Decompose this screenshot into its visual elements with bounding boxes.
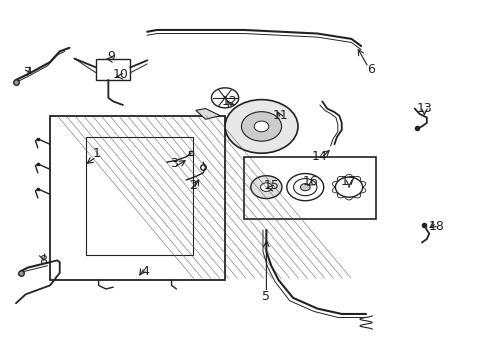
Bar: [50, 116, 224, 280]
Circle shape: [241, 112, 281, 141]
Text: 17: 17: [341, 175, 356, 188]
Text: 9: 9: [107, 50, 115, 63]
Text: 2: 2: [189, 179, 197, 192]
Text: 15: 15: [263, 179, 279, 192]
Text: 1: 1: [92, 147, 100, 160]
Text: 13: 13: [416, 102, 431, 115]
Text: 4: 4: [141, 265, 148, 278]
Text: 8: 8: [39, 254, 47, 267]
Text: 14: 14: [311, 150, 327, 163]
Circle shape: [300, 184, 309, 191]
Circle shape: [224, 100, 297, 153]
Text: 16: 16: [302, 175, 317, 188]
Text: 12: 12: [222, 95, 237, 108]
Polygon shape: [196, 109, 220, 119]
Bar: [86, 137, 193, 255]
Circle shape: [254, 121, 268, 132]
Bar: [244, 157, 375, 219]
Text: 3: 3: [170, 157, 178, 170]
Text: 11: 11: [272, 109, 288, 122]
Circle shape: [250, 176, 282, 199]
Text: 18: 18: [428, 220, 444, 233]
Text: 5: 5: [262, 289, 270, 303]
Text: 6: 6: [366, 63, 374, 76]
Text: 7: 7: [24, 66, 32, 79]
FancyBboxPatch shape: [96, 173, 174, 237]
Text: 10: 10: [112, 68, 128, 81]
Bar: [96, 59, 130, 80]
Circle shape: [260, 183, 272, 192]
